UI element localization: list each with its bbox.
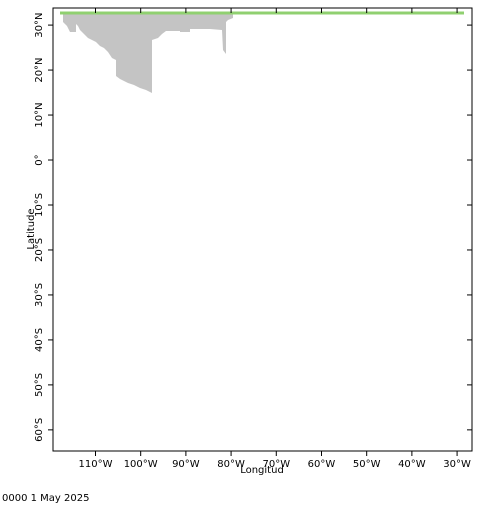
x-tick-label: 40°W (398, 459, 426, 470)
x-tick-label: 70°W (262, 459, 290, 470)
y-tick-label: 10°N (34, 102, 45, 127)
y-tick-label: 10°S (34, 193, 45, 217)
x-tick-label: 60°W (308, 459, 336, 470)
land (63, 14, 233, 93)
y-tick-label: 30°S (34, 283, 45, 307)
x-tick-label: 90°W (172, 459, 200, 470)
x-tick-label: 30°W (443, 459, 471, 470)
x-tick-label: 50°W (353, 459, 381, 470)
y-axis-label: Latitude (26, 208, 37, 249)
y-tick-label: 60°S (34, 418, 45, 442)
y-tick-label: 50°S (34, 373, 45, 397)
plot-frame (52, 7, 473, 452)
x-tick-label: 110°W (78, 459, 112, 470)
y-tick-label: 30°N (34, 12, 45, 37)
x-axis-label: Longitud (240, 465, 284, 476)
y-tick-label: 40°S (34, 328, 45, 352)
y-tick-label: 20°N (34, 57, 45, 82)
y-tick-label: 0° (34, 154, 45, 165)
footer: 0000 1 May 2025 (2, 493, 89, 504)
y-tick-label: 20°S (34, 238, 45, 262)
x-tick-label: 80°W (217, 459, 245, 470)
x-tick-label: 100°W (124, 459, 158, 470)
